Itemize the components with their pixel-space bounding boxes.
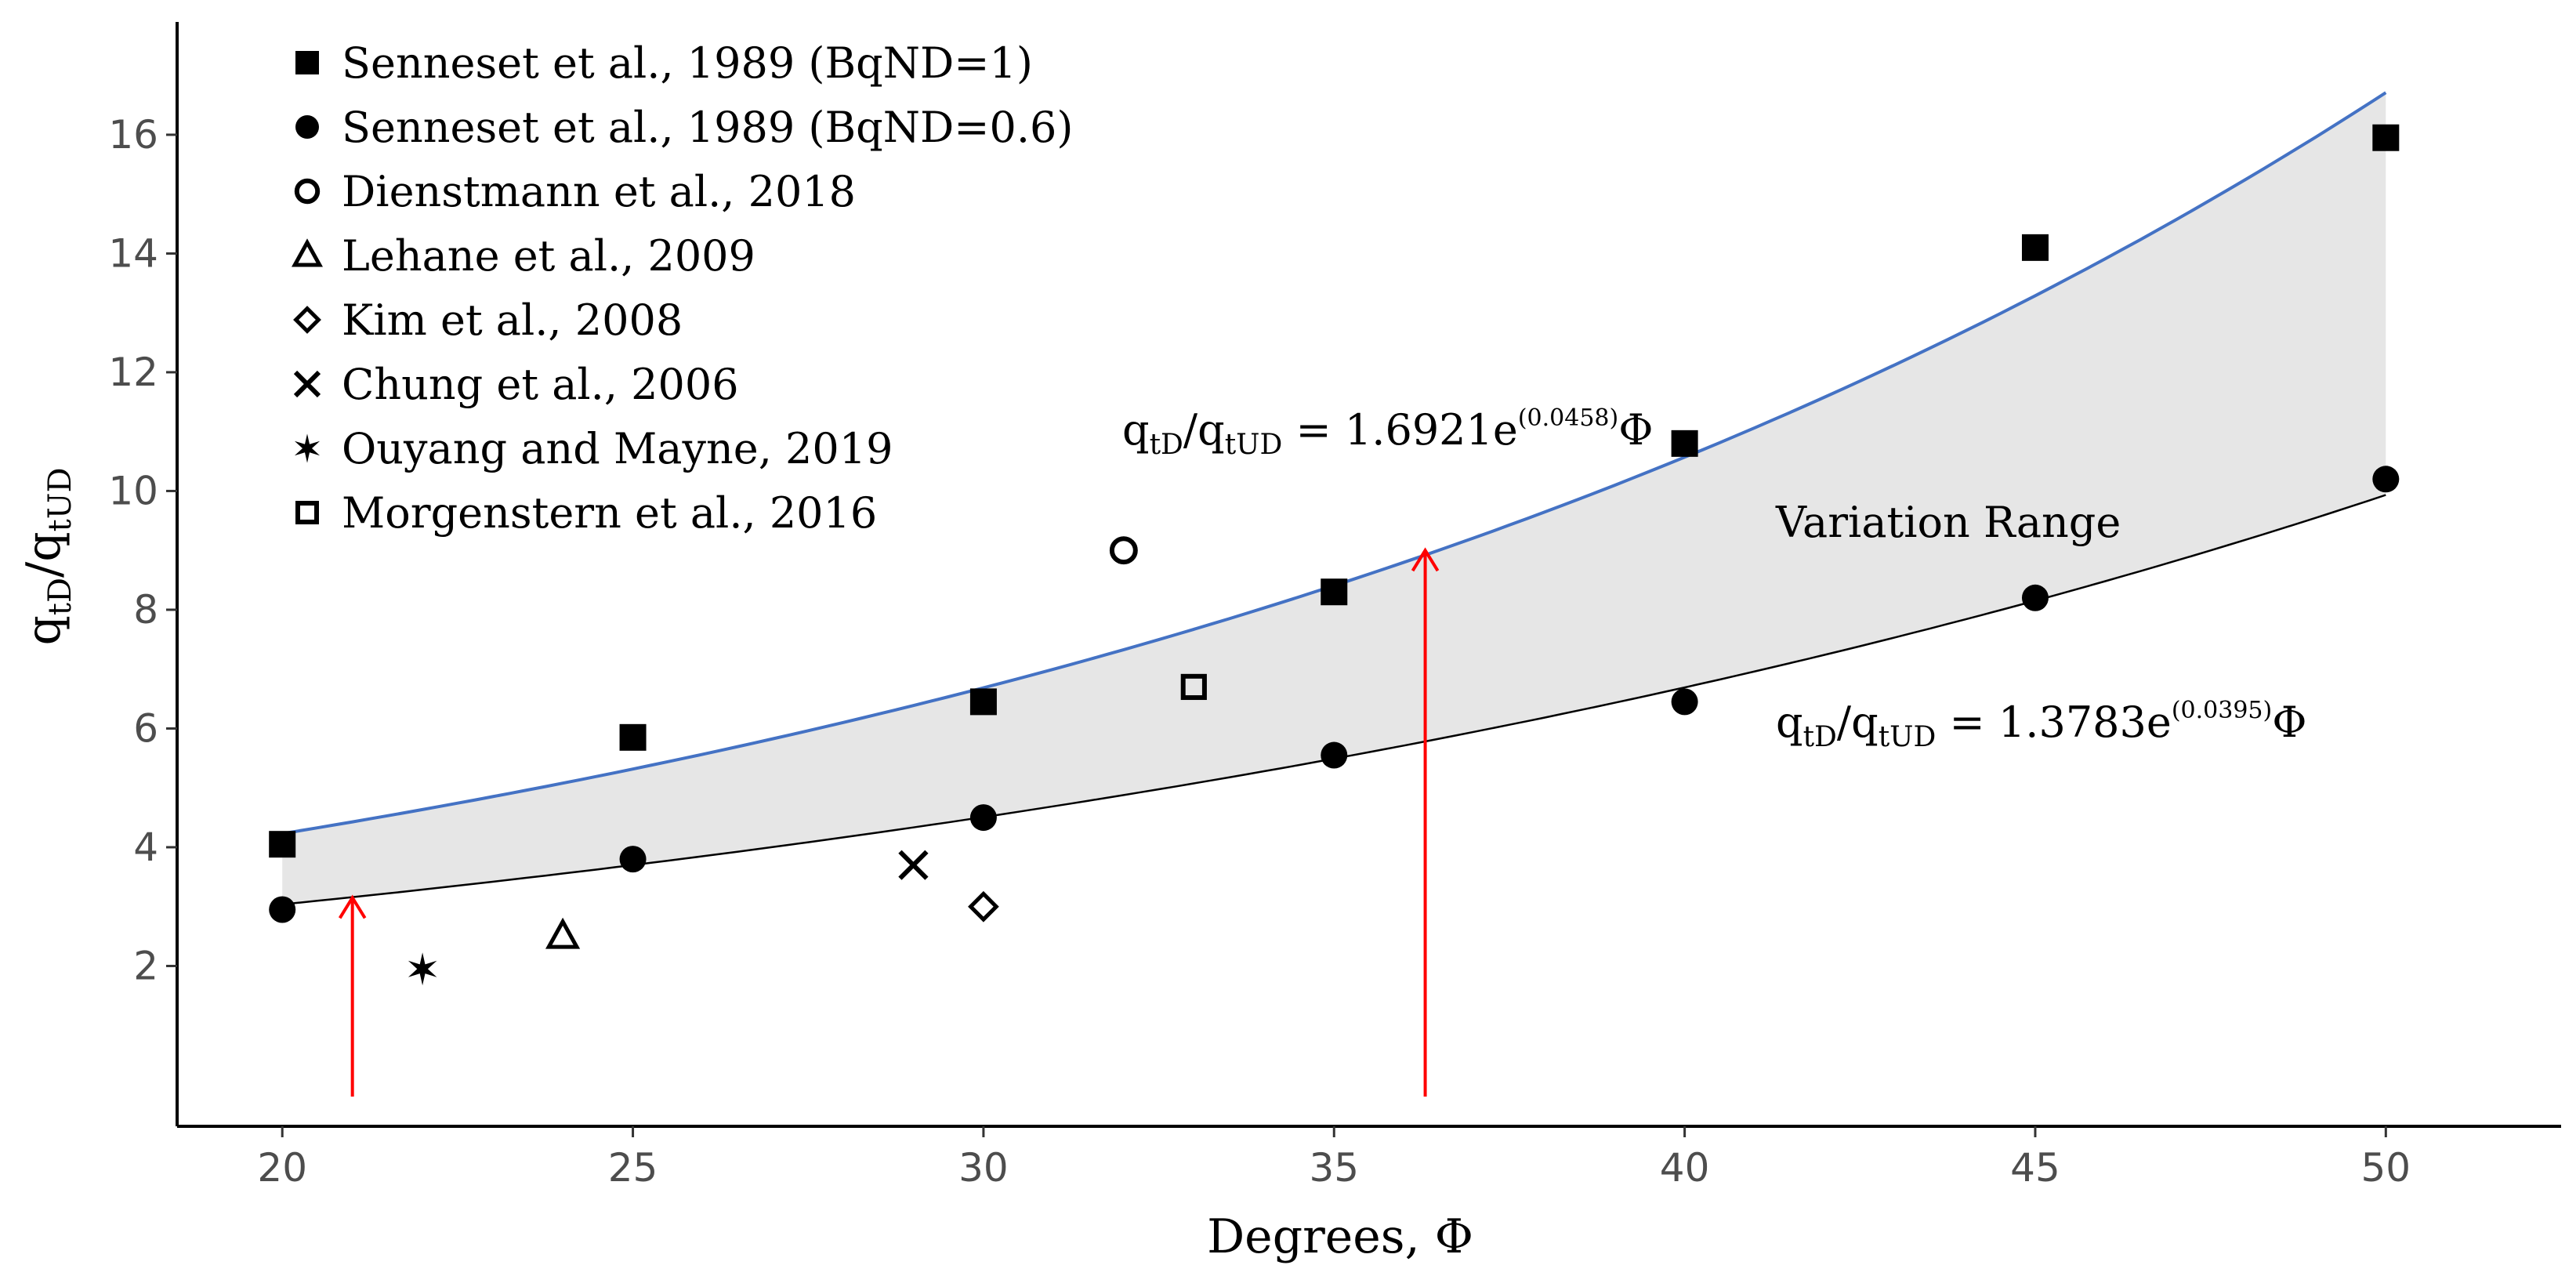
y-tick-label: 14 (108, 230, 158, 276)
x-tick-label: 45 (2010, 1145, 2060, 1191)
legend-key-square-open (295, 501, 319, 524)
data-point-circle-filled (269, 896, 296, 923)
lower-equation: qtD/qtUD = 1.3783e(0.0395)Φ (1776, 697, 2307, 753)
data-point-square-filled (619, 723, 647, 751)
legend-label: Chung et al., 2006 (342, 360, 739, 409)
legend-label: Dienstmann et al., 2018 (342, 167, 856, 216)
data-point-circle-filled (619, 846, 647, 873)
y-tick-label: 4 (133, 825, 158, 870)
data-point-triangle-open (545, 917, 581, 949)
legend-label: Ouyang and Mayne, 2019 (342, 424, 893, 473)
legend-label: Senneset et al., 1989 (BqND=1) (342, 38, 1033, 88)
x-tick-label: 35 (1309, 1145, 1359, 1191)
y-tick-label: 2 (133, 943, 158, 988)
x-tick-label: 40 (1660, 1145, 1710, 1191)
data-point-square-filled (269, 831, 296, 858)
legend-key-triangle-open (292, 238, 323, 267)
red-arrows (338, 547, 1440, 1097)
upper-equation: qtD/qtUD = 1.6921e(0.0458)Φ (1122, 404, 1654, 461)
data-point-circle-filled (2021, 584, 2049, 611)
legend-key-circle-filled (295, 115, 319, 139)
legend: Senneset et al., 1989 (BqND=1) Senneset e… (292, 38, 1073, 538)
legend-key-star-filled (294, 433, 321, 463)
variation-range-label: Variation Range (1775, 498, 2121, 547)
data-point-circle-filled (1321, 741, 1348, 769)
data-point-square-filled (2372, 124, 2400, 151)
x-tick-label: 30 (958, 1145, 1009, 1191)
data-point-square-filled (2021, 234, 2049, 261)
y-tick-label: 6 (133, 705, 158, 751)
data-point-square-filled (969, 688, 997, 716)
data-point-star-filled (408, 952, 437, 986)
x-axis-title: Degrees, Φ (1207, 1209, 1473, 1264)
data-point-square-filled (1321, 578, 1348, 606)
x-tick-label: 25 (608, 1145, 658, 1191)
data-point-circle-open (1109, 536, 1138, 565)
legend-key-x (293, 370, 321, 398)
data-point-circle-filled (1671, 688, 1698, 716)
data-point-x (898, 850, 929, 880)
y-tick-label: 16 (108, 112, 158, 158)
y-axis-title: qtD/qtUD (16, 467, 78, 645)
red-arrow-head (338, 894, 367, 919)
data-point-diamond-open (968, 890, 999, 923)
data-point-square-filled (1671, 430, 1698, 457)
data-point-circle-filled (2372, 466, 2400, 493)
legend-key-circle-open (294, 178, 321, 205)
red-arrow-head (1411, 547, 1440, 572)
y-tick-label: 8 (133, 587, 158, 633)
data-point-circle-filled (969, 804, 997, 832)
legend-label: Morgenstern et al., 2016 (342, 488, 877, 538)
legend-label: Senneset et al., 1989 (BqND=0.6) (342, 103, 1073, 152)
legend-key-diamond-open (293, 306, 321, 334)
legend-key-square-filled (295, 51, 319, 74)
legend-label: Lehane et al., 2009 (342, 231, 755, 281)
x-tick-label: 50 (2361, 1145, 2411, 1191)
data-points (269, 124, 2400, 986)
x-tick-label: 20 (257, 1145, 307, 1191)
legend-label: Kim et al., 2008 (342, 295, 683, 345)
y-tick-label: 10 (108, 468, 158, 513)
y-tick-label: 12 (108, 350, 158, 395)
axes: 20 25 30 35 40 45 50 2 4 6 8 10 12 14 16 (108, 22, 2561, 1191)
data-point-square-open (1180, 673, 1207, 701)
